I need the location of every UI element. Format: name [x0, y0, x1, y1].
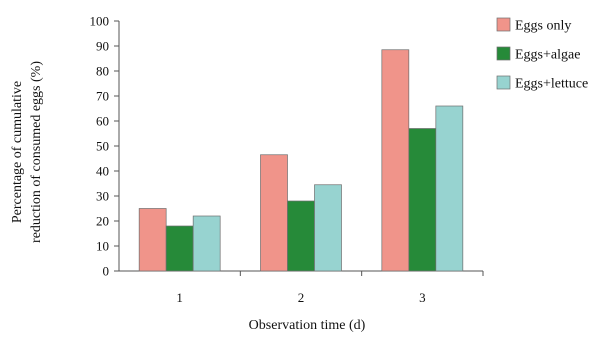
x-tick-label: 2	[298, 290, 305, 305]
y-tick-label: 0	[103, 264, 110, 279]
legend: Eggs only Eggs+algae Eggs+lettuce	[496, 17, 588, 92]
y-axis-title: Percentage of cumulative reduction of co…	[10, 61, 44, 243]
bar-eggs-only-2	[260, 154, 288, 272]
y-axis-title-line-1: Percentage of cumulative	[10, 81, 25, 223]
y-tick-label: 10	[96, 239, 109, 254]
x-tick-label: 3	[419, 290, 426, 305]
bar-eggs-algae-2	[287, 200, 315, 272]
bar-eggs-only-1	[138, 208, 167, 272]
bar-eggs-algae-1	[165, 225, 194, 272]
y-tick-label: 70	[96, 89, 109, 104]
y-tick-label: 30	[96, 189, 109, 204]
y-axis-title-line-2: reduction of consumed eggs (%)	[29, 61, 44, 243]
legend-swatch	[496, 17, 511, 32]
y-tick-label: 40	[96, 164, 109, 179]
y-tick-label: 60	[96, 114, 109, 129]
y-tick-label: 50	[96, 139, 109, 154]
legend-label: Eggs only	[515, 19, 571, 34]
bar-eggs-lettuce-1	[192, 215, 221, 272]
bar-eggs-algae-3	[408, 128, 437, 272]
legend-swatch	[496, 46, 511, 61]
y-tick-label: 80	[96, 64, 109, 79]
y-tick-label: 90	[96, 39, 109, 54]
legend-label: Eggs+algae	[515, 48, 580, 63]
plot-area: 0 10 20 30 40 50 60 70 80 90 100 1 2 3	[90, 14, 484, 305]
x-axis-title: Observation time (d)	[249, 318, 366, 333]
legend-swatch	[496, 75, 511, 90]
y-tick-label: 20	[96, 214, 109, 229]
bar-eggs-lettuce-2	[314, 184, 342, 272]
y-tick-label: 100	[90, 14, 110, 29]
x-tick-label: 1	[176, 290, 183, 305]
bar-eggs-only-3	[381, 49, 410, 272]
legend-label: Eggs+lettuce	[515, 77, 588, 92]
bar-eggs-lettuce-3	[435, 105, 464, 272]
